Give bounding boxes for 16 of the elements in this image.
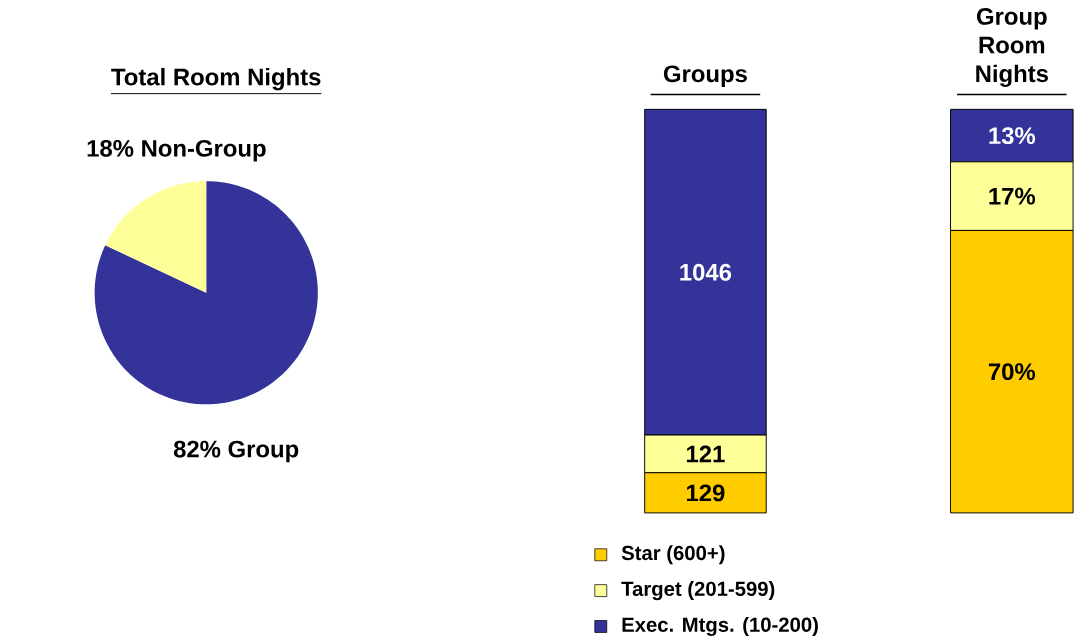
data-label: 13% bbox=[989, 126, 1036, 144]
data-label: 18% bbox=[87, 139, 134, 157]
chart-title: Total Room Nights bbox=[111, 67, 321, 91]
legend-label: Exec. Mtgs. (10-200) bbox=[622, 616, 818, 636]
chart-title: Groups bbox=[663, 65, 747, 87]
data-label: 1046 bbox=[680, 263, 732, 281]
data-label: 17% bbox=[989, 187, 1036, 205]
legend-label: Target (201-599) bbox=[621, 580, 775, 600]
data-label: 82% bbox=[173, 440, 221, 458]
slice-label: Non-Group bbox=[142, 139, 266, 162]
chart-title: Group Room Nights bbox=[976, 7, 1048, 87]
legend-label: Star (600+) bbox=[621, 545, 725, 564]
slice-label: Group bbox=[228, 440, 299, 463]
data-label: 129 bbox=[686, 484, 725, 502]
data-label: 121 bbox=[686, 445, 725, 463]
data-label: 70% bbox=[988, 363, 1036, 380]
